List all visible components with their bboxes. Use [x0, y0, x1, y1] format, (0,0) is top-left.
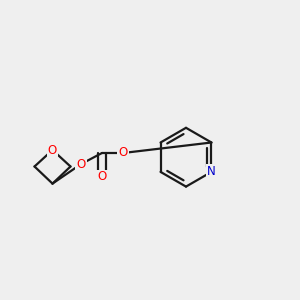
Text: O: O [118, 146, 127, 160]
Text: N: N [207, 165, 216, 178]
Text: O: O [98, 170, 106, 184]
Text: O: O [76, 158, 85, 171]
Text: O: O [48, 143, 57, 157]
